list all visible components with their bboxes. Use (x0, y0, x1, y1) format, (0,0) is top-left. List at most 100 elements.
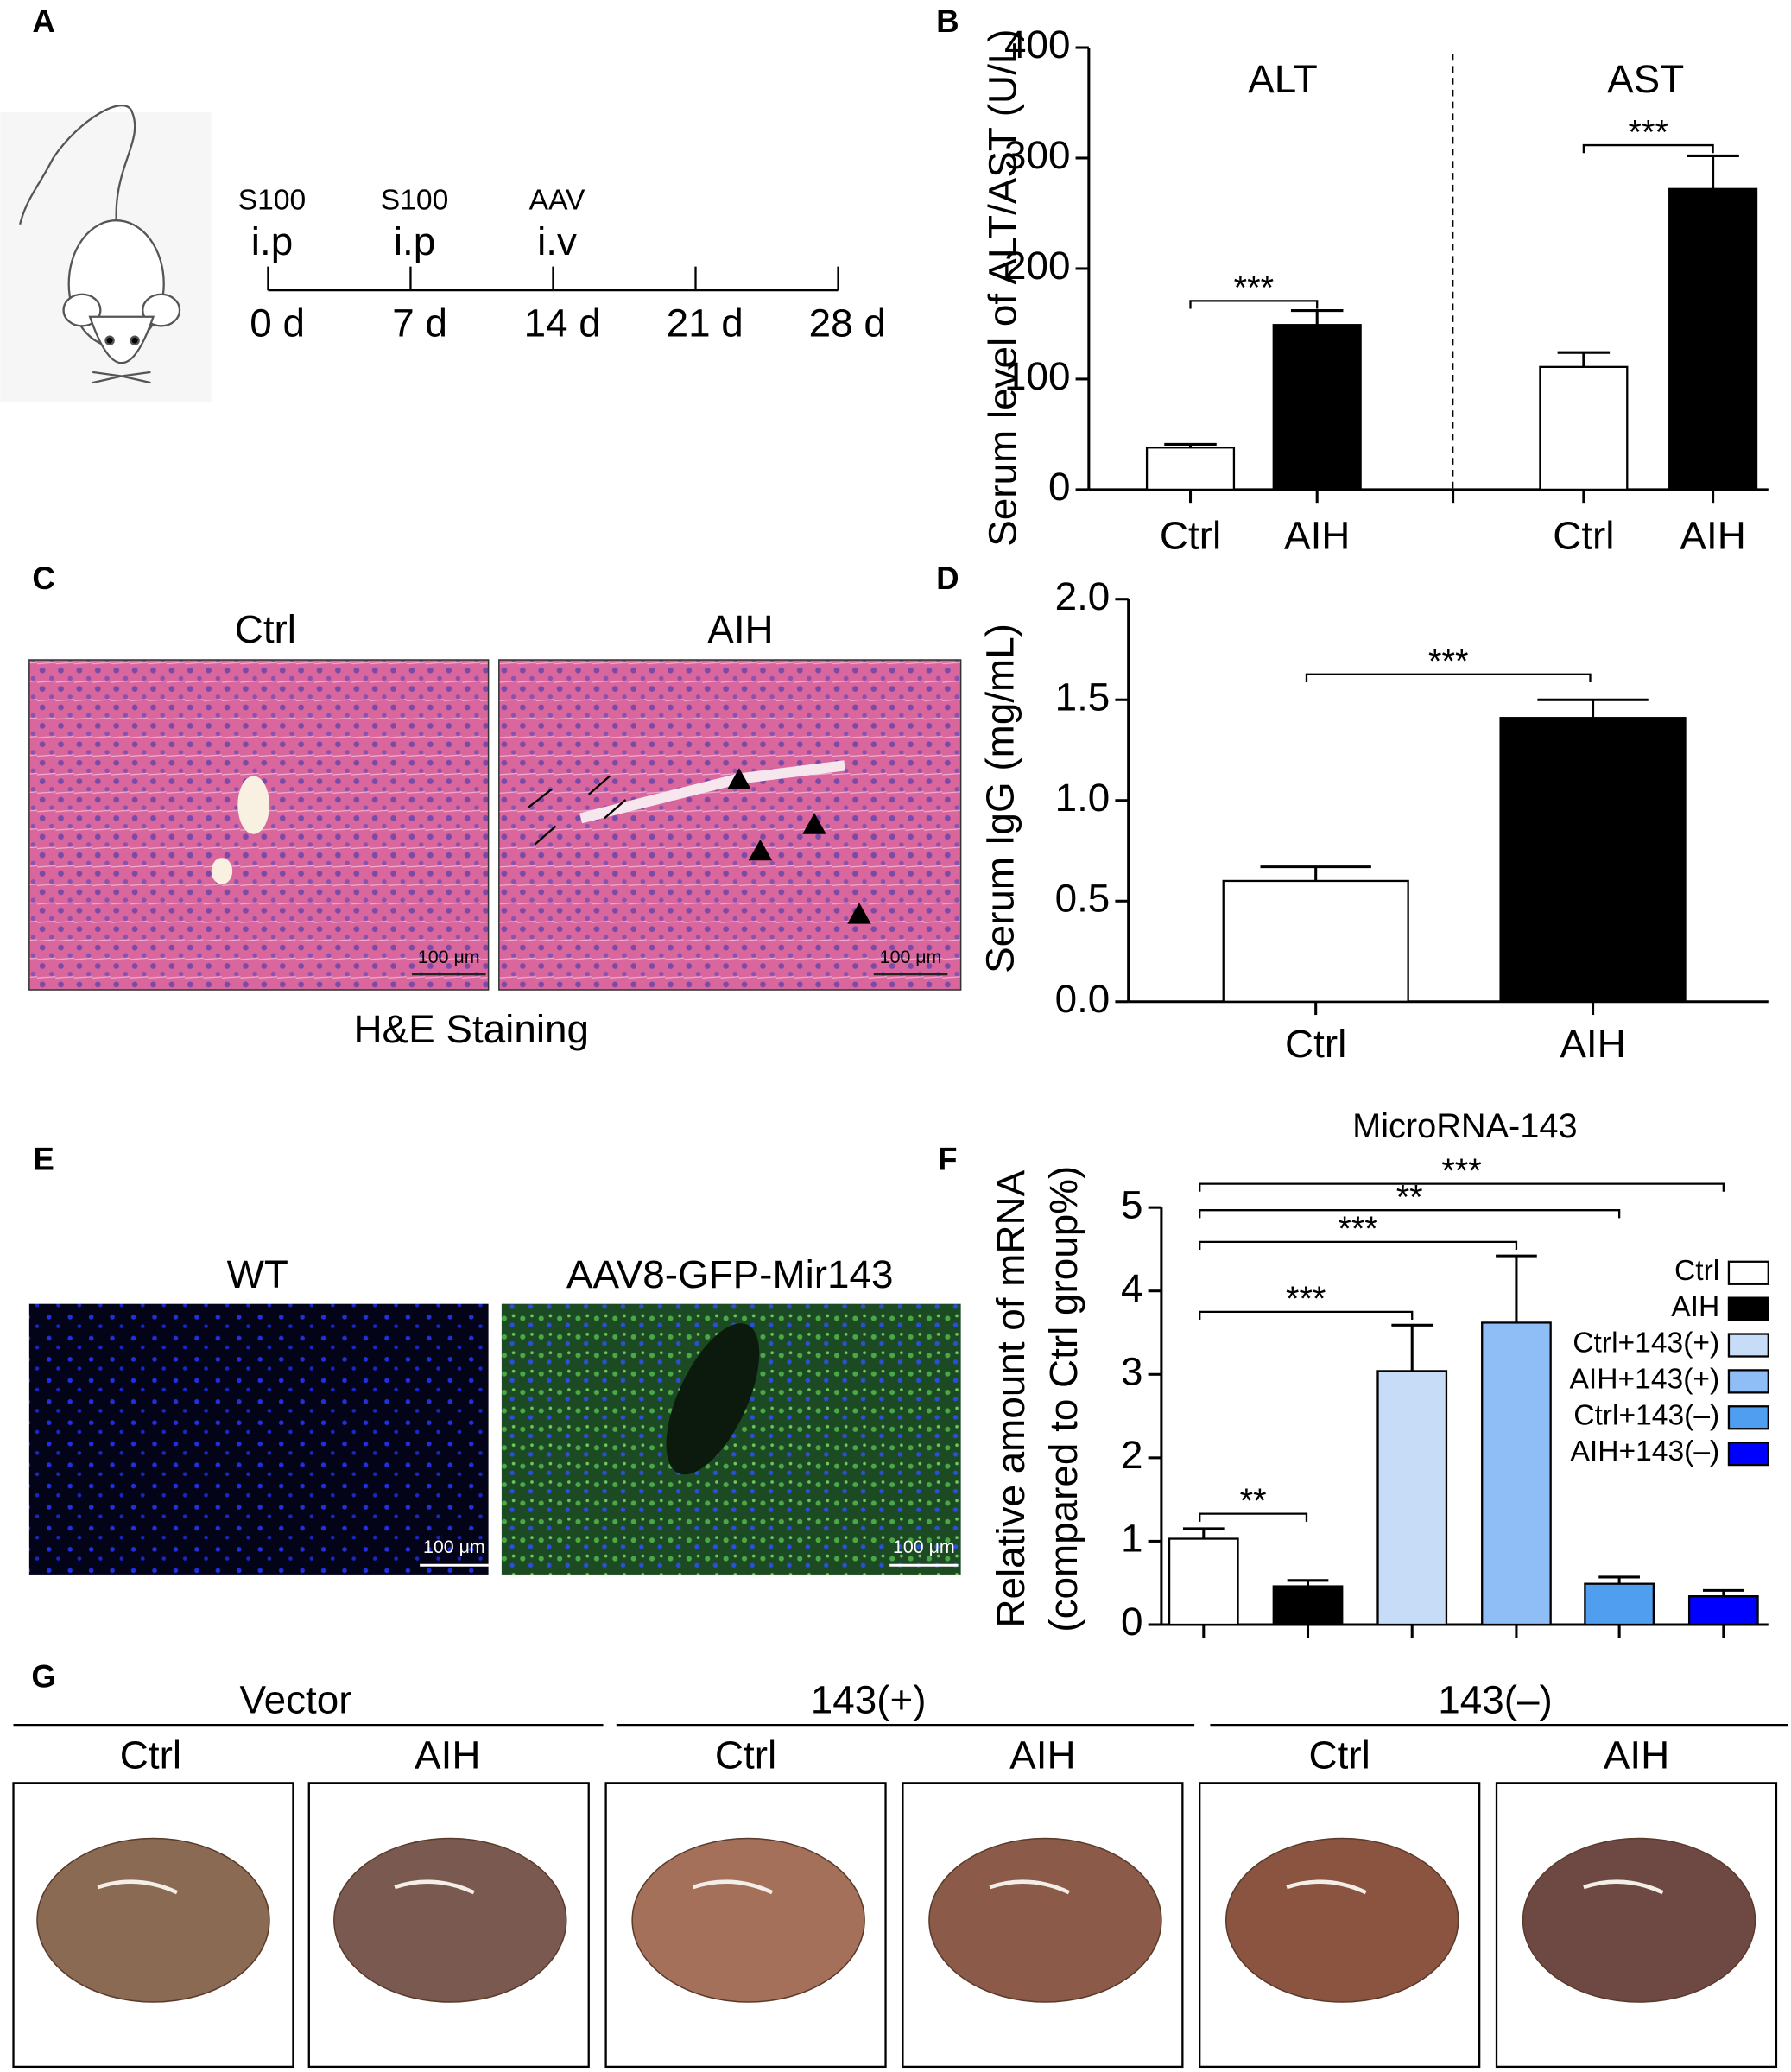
significance-label: *** (1428, 643, 1468, 681)
x-tick-label: AIH (1284, 514, 1350, 558)
legend-label: Ctrl+143(–) (1573, 1399, 1719, 1431)
scale-bar-label: 100 μm (423, 1537, 485, 1557)
highlight (989, 1879, 1070, 1895)
legend-label: AIH+143(–) (1570, 1435, 1719, 1467)
y-axis-label: (compared to Ctrl group%) (1041, 1166, 1085, 1632)
bar (1168, 1537, 1239, 1626)
triangle-markers (727, 768, 871, 924)
bar (1272, 1585, 1344, 1626)
y-tick-label: 200 (1004, 244, 1070, 288)
scale-bar-label: 100 μm (880, 947, 942, 967)
liver (36, 1837, 270, 2003)
highlight (1286, 1879, 1367, 1895)
route-label: i.p (394, 219, 435, 263)
mouse-illustration (0, 104, 212, 403)
arrow (527, 788, 553, 809)
panel-label: F (938, 1141, 957, 1176)
agent-label: S100 (238, 185, 307, 217)
day-label: 7 d (392, 301, 447, 345)
condition-label: Ctrl (1309, 1733, 1370, 1777)
legend-swatch (1727, 1333, 1769, 1358)
agent-label: S100 (381, 185, 449, 217)
day-label: 0 d (250, 301, 305, 345)
panel-label: G (31, 1658, 56, 1694)
y-tick-label: 0.5 (1055, 876, 1111, 920)
bar (1668, 187, 1758, 491)
y-tick-label: 2 (1121, 1433, 1143, 1477)
vessel (237, 776, 269, 834)
y-tick-label: 0 (1048, 465, 1071, 509)
y-tick-label: 100 (1004, 354, 1070, 398)
bar (1539, 365, 1629, 491)
y-tick-label: 1.0 (1055, 776, 1111, 820)
x-tick-label: Ctrl (1553, 514, 1614, 558)
legend-swatch (1727, 1369, 1769, 1394)
y-tick-label: 1 (1121, 1517, 1143, 1561)
day-label: 14 d (524, 301, 601, 345)
liver (333, 1837, 567, 2003)
route-label: i.p (251, 219, 293, 263)
bar (1584, 1582, 1655, 1626)
x-tick-label: Ctrl (1160, 514, 1221, 558)
bar (1272, 324, 1362, 491)
significance-label: ** (1240, 1482, 1267, 1520)
condition-label: Ctrl (120, 1733, 181, 1777)
y-axis-label: Relative amount of mRNA (989, 1169, 1033, 1627)
bar (1687, 1595, 1759, 1626)
chart-title: MicroRNA-143 (1352, 1107, 1577, 1145)
route-label: i.v (537, 219, 577, 263)
day-label: 21 d (667, 301, 744, 345)
legend-label: Ctrl+143(+) (1573, 1327, 1719, 1359)
significance-bracket (1199, 1310, 1414, 1321)
fluorescence-image-wt (28, 1303, 489, 1575)
day-label: 28 d (809, 301, 886, 345)
agent-label: AAV (529, 185, 585, 217)
highlight (97, 1879, 178, 1895)
caption: H&E Staining (353, 1007, 589, 1051)
significance-bracket (1189, 300, 1319, 309)
y-tick-label: 400 (1004, 22, 1070, 67)
x-tick-label: Ctrl (1285, 1022, 1346, 1066)
significance-label: *** (1338, 1210, 1377, 1248)
significance-bracket (1582, 143, 1714, 154)
y-tick-label: 4 (1121, 1266, 1143, 1310)
legend-swatch (1727, 1260, 1769, 1285)
image-label: Ctrl (235, 607, 296, 651)
significance-label: *** (1441, 1152, 1481, 1190)
image-label: AAV8-GFP-Mir143 (566, 1252, 894, 1296)
arrow (534, 825, 557, 846)
significance-label: ** (1396, 1178, 1423, 1216)
liver (631, 1837, 865, 2003)
y-tick-label: 1.5 (1055, 675, 1111, 719)
legend-swatch (1727, 1405, 1769, 1430)
y-tick-label: 0.0 (1055, 977, 1111, 1021)
condition-label: Ctrl (715, 1733, 776, 1777)
significance-label: *** (1286, 1280, 1326, 1318)
group-label: ALT (1248, 57, 1318, 101)
liver-photos (12, 1782, 1778, 2069)
bar (1145, 447, 1236, 491)
y-tick-label: 2.0 (1055, 574, 1111, 618)
bar (1499, 717, 1687, 1003)
arrow (587, 775, 611, 795)
significance-label: *** (1629, 113, 1668, 151)
group-label: AST (1607, 57, 1684, 101)
significance-bracket (1199, 1182, 1725, 1192)
liver (1522, 1837, 1756, 2003)
panel-label: A (32, 3, 54, 39)
significance-bracket (1305, 673, 1592, 682)
arrow (604, 799, 627, 820)
condition-label: AIH (415, 1733, 480, 1777)
y-axis-label: Serum IgG (mg/mL) (978, 624, 1022, 973)
scale-bar-label: 100 μm (893, 1537, 955, 1557)
bar (1222, 879, 1409, 1003)
significance-bracket (1199, 1209, 1621, 1219)
y-tick-label: 300 (1004, 133, 1070, 177)
panel-label: B (936, 3, 959, 39)
x-tick-label: AIH (1560, 1022, 1625, 1066)
bar (1481, 1321, 1552, 1626)
liver (928, 1837, 1162, 2003)
legend-label: AIH (1671, 1291, 1719, 1323)
vessel (666, 1323, 760, 1475)
